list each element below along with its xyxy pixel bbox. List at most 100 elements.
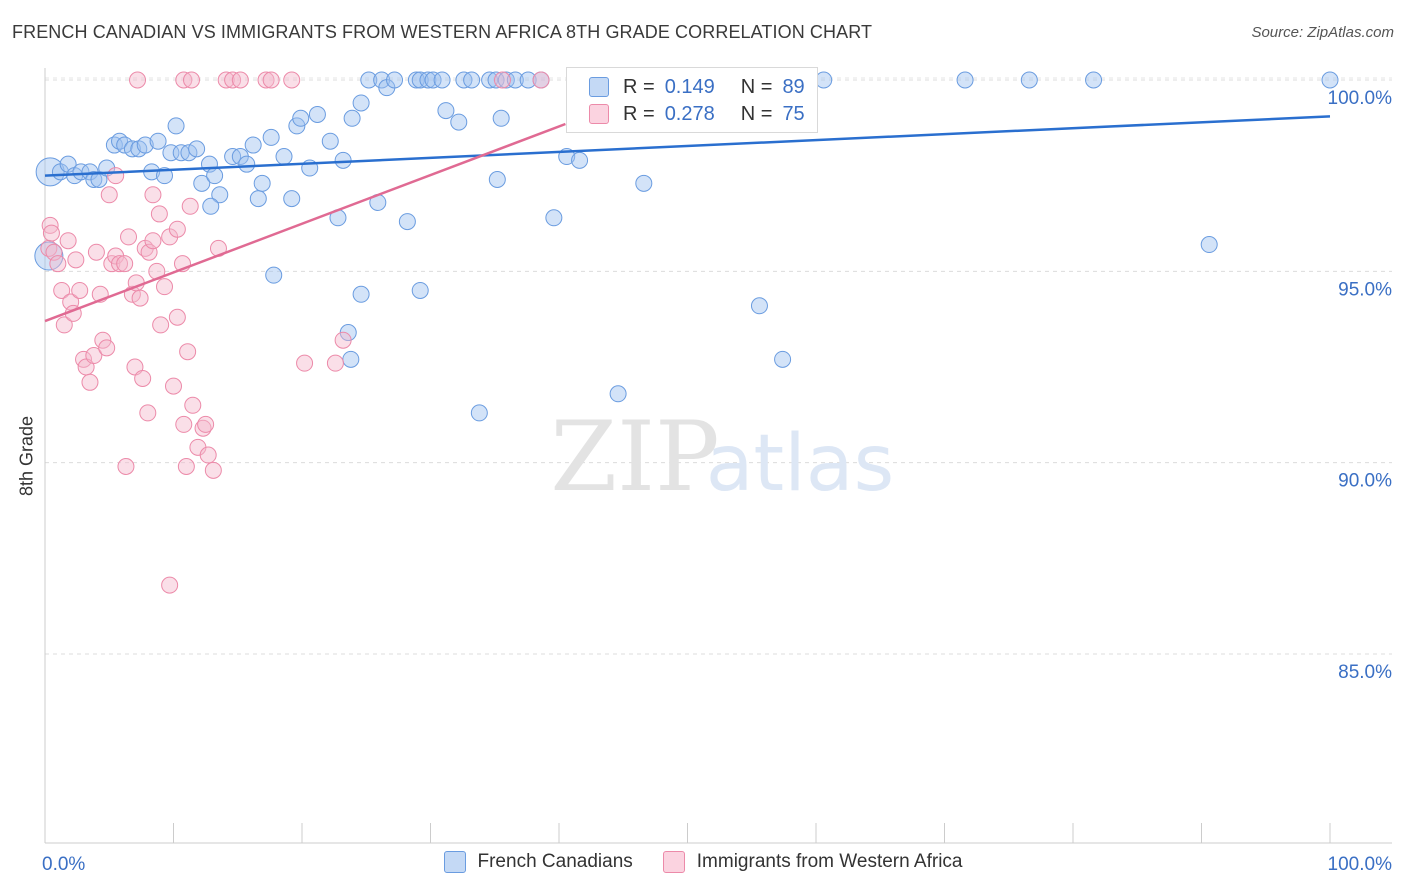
point-western-africa bbox=[179, 343, 197, 361]
series-legend: French Canadians Immigrants from Western… bbox=[0, 851, 1406, 873]
point-french-canadians bbox=[193, 174, 211, 192]
point-french-canadians bbox=[288, 117, 306, 135]
point-western-africa bbox=[296, 354, 314, 372]
point-french-canadians bbox=[398, 213, 416, 231]
point-western-africa bbox=[177, 457, 195, 475]
point-western-africa bbox=[156, 278, 174, 296]
point-french-canadians bbox=[1321, 71, 1339, 89]
point-western-africa bbox=[117, 457, 135, 475]
point-french-canadians bbox=[386, 71, 404, 89]
point-western-africa bbox=[334, 331, 352, 349]
point-western-africa bbox=[87, 243, 105, 261]
legend-label: Immigrants from Western Africa bbox=[696, 851, 963, 872]
tick-labels: 85.0% 90.0% 95.0% 100.0% 0.0% 100.0% bbox=[42, 88, 1392, 875]
point-western-africa bbox=[262, 71, 280, 89]
point-western-africa bbox=[94, 331, 112, 349]
point-western-africa bbox=[161, 576, 179, 594]
point-french-canadians bbox=[238, 155, 256, 173]
point-french-canadians bbox=[244, 136, 262, 154]
axes bbox=[44, 68, 1392, 844]
point-french-canadians bbox=[497, 71, 515, 89]
point-western-africa bbox=[326, 354, 344, 372]
point-western-africa bbox=[129, 71, 147, 89]
watermark-zip: ZIP bbox=[550, 401, 719, 513]
point-french-canadians bbox=[211, 186, 229, 204]
point-french-canadians bbox=[433, 71, 451, 89]
point-western-africa bbox=[182, 71, 200, 89]
y-tick-label: 95.0% bbox=[1338, 279, 1392, 300]
stats-n-value: 89 bbox=[782, 75, 805, 98]
point-french-canadians bbox=[352, 285, 370, 303]
point-french-canadians bbox=[275, 148, 293, 166]
point-western-africa bbox=[45, 243, 63, 261]
point-french-canadians bbox=[85, 170, 103, 188]
point-french-canadians bbox=[609, 385, 627, 403]
stats-n-label: N = bbox=[740, 102, 773, 125]
point-western-africa bbox=[139, 404, 157, 422]
legend-item-french-canadians[interactable]: French Canadians bbox=[443, 851, 633, 873]
point-french-canadians bbox=[487, 71, 505, 89]
point-western-africa bbox=[150, 205, 168, 223]
point-western-africa bbox=[168, 308, 186, 326]
point-western-africa bbox=[131, 289, 149, 307]
point-french-canadians bbox=[506, 71, 524, 89]
point-french-canadians bbox=[360, 71, 378, 89]
point-french-canadians bbox=[463, 71, 481, 89]
y-tick-label: 90.0% bbox=[1338, 471, 1392, 492]
point-french-canadians bbox=[342, 350, 360, 368]
point-french-canadians bbox=[635, 174, 653, 192]
legend-swatch-blue bbox=[443, 851, 466, 873]
point-western-africa bbox=[217, 71, 235, 89]
point-french-canadians bbox=[149, 132, 167, 150]
point-french-canadians bbox=[180, 144, 198, 162]
point-french-canadians bbox=[206, 167, 224, 185]
point-western-africa bbox=[67, 251, 85, 269]
point-western-africa bbox=[204, 461, 222, 479]
point-french-canadians bbox=[343, 109, 361, 127]
stats-row-western-africa: R = 0.278 N = 75 bbox=[589, 101, 805, 127]
x-tick-label: 100.0% bbox=[1328, 854, 1393, 875]
point-western-africa bbox=[71, 281, 89, 299]
point-french-canadians bbox=[488, 170, 506, 188]
legend-label: French Canadians bbox=[477, 851, 633, 872]
point-western-africa bbox=[197, 415, 215, 433]
point-french-canadians bbox=[470, 404, 488, 422]
point-western-africa bbox=[98, 339, 116, 357]
point-french-canadians bbox=[352, 94, 370, 112]
stats-swatch-pink bbox=[589, 104, 609, 124]
source-label: Source: ZipAtlas.com bbox=[1251, 24, 1394, 41]
watermark-atlas: atlas bbox=[706, 419, 895, 509]
point-french-canadians bbox=[437, 102, 455, 120]
point-french-canadians bbox=[116, 136, 134, 154]
y-tick-label: 100.0% bbox=[1328, 88, 1393, 109]
point-french-canadians bbox=[1085, 71, 1103, 89]
point-french-canadians bbox=[1200, 236, 1218, 254]
trendline-western-africa bbox=[44, 122, 566, 323]
point-french-canadians bbox=[136, 136, 154, 154]
point-western-africa bbox=[199, 446, 217, 464]
legend-item-western-africa[interactable]: Immigrants from Western Africa bbox=[662, 851, 963, 873]
stats-legend: R = 0.149 N = 89 R = 0.278 N = 75 bbox=[566, 67, 818, 133]
point-western-africa bbox=[144, 186, 162, 204]
point-western-africa bbox=[42, 224, 60, 242]
point-french-canadians bbox=[249, 190, 267, 208]
point-western-africa bbox=[493, 71, 511, 89]
point-western-africa bbox=[283, 71, 301, 89]
point-french-canadians bbox=[424, 71, 442, 89]
chart-title: FRENCH CANADIAN VS IMMIGRANTS FROM WESTE… bbox=[12, 22, 873, 42]
point-western-africa bbox=[152, 316, 170, 334]
point-french-canadians bbox=[308, 105, 326, 123]
point-french-canadians bbox=[156, 167, 174, 185]
point-french-canadians bbox=[571, 151, 589, 169]
point-french-canadians bbox=[1020, 71, 1038, 89]
stats-swatch-blue bbox=[589, 77, 609, 97]
point-western-africa bbox=[120, 228, 138, 246]
point-western-africa bbox=[181, 197, 199, 215]
point-western-africa bbox=[107, 167, 125, 185]
point-french-canadians bbox=[450, 113, 468, 131]
point-french-canadians bbox=[492, 109, 510, 127]
point-western-africa bbox=[49, 255, 67, 273]
point-western-africa bbox=[100, 186, 118, 204]
point-western-africa bbox=[257, 71, 275, 89]
point-french-canadians bbox=[123, 140, 141, 158]
